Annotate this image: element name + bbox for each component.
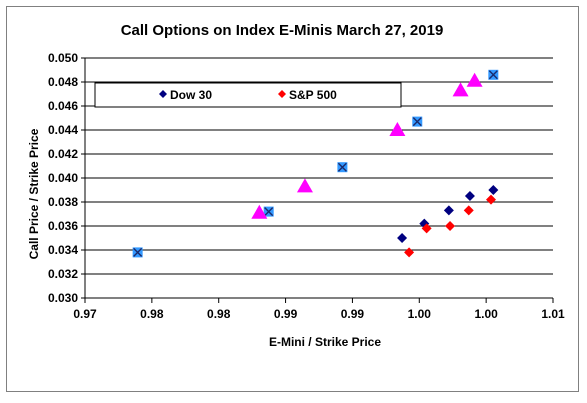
data-point-triangle bbox=[251, 204, 268, 219]
data-point-diamond bbox=[397, 233, 408, 243]
x-tick-label: 1.00 bbox=[408, 307, 432, 321]
x-axis-title: E-Mini / Strike Price bbox=[269, 335, 381, 349]
y-tick-label: 0.042 bbox=[48, 147, 78, 161]
y-tick-label: 0.050 bbox=[48, 51, 78, 65]
data-point-cross bbox=[337, 162, 347, 172]
chart-frame: Call Options on Index E-Minis March 27, … bbox=[6, 6, 579, 392]
data-point-diamond bbox=[443, 205, 454, 216]
y-tick-label: 0.040 bbox=[48, 171, 78, 185]
data-point-cross bbox=[133, 247, 143, 257]
data-point-diamond bbox=[421, 223, 432, 234]
data-point-cross bbox=[488, 70, 498, 80]
y-tick-label: 0.048 bbox=[48, 75, 78, 89]
x-tick-label: 0.98 bbox=[140, 307, 164, 321]
legend-box bbox=[94, 82, 402, 108]
data-point-diamond bbox=[485, 194, 496, 205]
data-point-diamond bbox=[404, 247, 415, 258]
data-point-triangle bbox=[466, 72, 483, 87]
chart-title: Call Options on Index E-Minis March 27, … bbox=[121, 22, 444, 39]
data-point-triangle bbox=[452, 82, 469, 97]
y-axis-title: Call Price / Strike Price bbox=[27, 128, 41, 259]
data-point-triangle bbox=[389, 122, 406, 136]
data-point-cross bbox=[264, 207, 274, 217]
y-tick-label: 0.046 bbox=[48, 99, 78, 113]
x-tick-label: 1.01 bbox=[541, 307, 565, 321]
data-point-diamond bbox=[445, 221, 456, 231]
x-tick-label: 1.00 bbox=[474, 307, 498, 321]
y-tick-label: 0.030 bbox=[48, 291, 78, 305]
data-point-triangle bbox=[296, 178, 313, 193]
legend-label-sp500: S&P 500 bbox=[289, 88, 337, 102]
y-tick-label: 0.038 bbox=[48, 195, 78, 209]
y-tick-label: 0.034 bbox=[48, 243, 78, 257]
y-tick-label: 0.032 bbox=[48, 267, 78, 281]
legend: Dow 30 S&P 500 bbox=[94, 82, 402, 108]
data-point-cross bbox=[412, 117, 422, 127]
y-tick-label: 0.044 bbox=[48, 123, 78, 137]
legend-marker-dow bbox=[159, 90, 167, 98]
x-tick-label: 0.99 bbox=[341, 307, 365, 321]
scatter-chart: Call Options on Index E-Minis March 27, … bbox=[27, 22, 565, 349]
x-tick-label: 0.99 bbox=[274, 307, 298, 321]
x-tick-label: 0.97 bbox=[73, 307, 97, 321]
y-tick-label: 0.036 bbox=[48, 219, 78, 233]
x-tick-label: 0.98 bbox=[207, 307, 231, 321]
legend-marker-sp500 bbox=[278, 90, 286, 98]
data-point-diamond bbox=[488, 185, 499, 195]
data-point-diamond bbox=[464, 191, 475, 201]
legend-label-dow: Dow 30 bbox=[170, 88, 212, 102]
data-point-diamond bbox=[463, 205, 474, 216]
